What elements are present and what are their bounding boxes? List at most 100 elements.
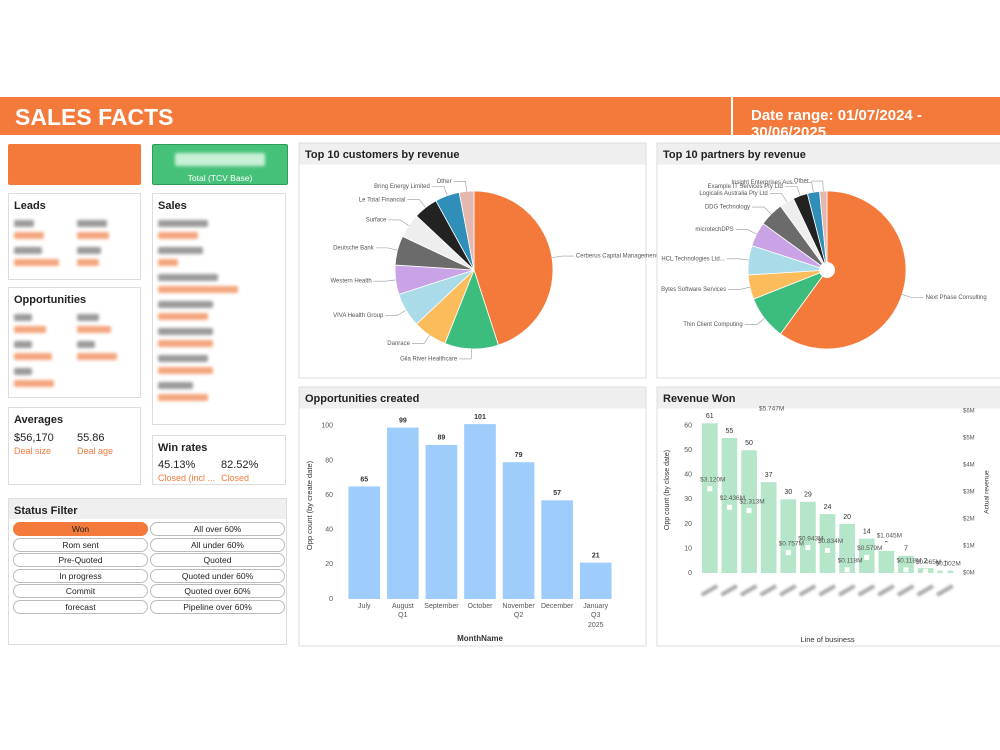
win-rate: 82.52% [221, 459, 259, 471]
x-group-label: 2025 [588, 622, 604, 629]
x-axis-label: Line of business [800, 635, 854, 644]
leader-line [769, 193, 788, 203]
slice-label: Other [794, 179, 809, 185]
page-title: SALES FACTS [15, 104, 174, 130]
data-label: 1 [943, 560, 947, 567]
slice-label: Le Total Financial [359, 197, 406, 203]
x-tick-label-blurred [837, 584, 856, 597]
data-label: 29 [804, 492, 812, 499]
x-tick-label-blurred [700, 584, 719, 597]
panel-title: Revenue Won [663, 393, 736, 405]
data-label: $0.579M [857, 545, 882, 552]
data-label: 2 [924, 558, 928, 565]
filter-option[interactable]: forecast [13, 600, 148, 614]
leader-line [752, 206, 772, 215]
sales-card: Sales [152, 193, 286, 425]
card-title: Opportunities [14, 294, 87, 306]
bar [502, 462, 535, 599]
bar [898, 555, 914, 573]
bar [819, 514, 836, 573]
data-label: $5.747M [759, 406, 784, 413]
data-label: $2.313M [739, 498, 764, 505]
bar [839, 523, 855, 573]
y2-axis-label: Actual revenue [984, 470, 991, 514]
bar [780, 499, 797, 573]
win-rate-label: Closed [221, 473, 250, 483]
filter-option[interactable]: All under 60% [150, 537, 285, 552]
y-tick-label: 30 [684, 496, 692, 503]
kpi-label: Total (TCV Base) [187, 173, 253, 183]
data-label: 65 [360, 476, 368, 483]
data-label: $1.045M [877, 533, 902, 540]
slice-label: Bytes Software Services [661, 287, 726, 293]
filter-option[interactable]: Quoted under 60% [150, 568, 285, 583]
y-tick-label: 100 [321, 423, 333, 430]
filter-option[interactable]: Pre-Quoted [13, 553, 148, 568]
leader-line [799, 182, 814, 193]
bar [760, 482, 777, 573]
slice-label: Western Health [330, 279, 371, 285]
slice-label: DDG Technology [705, 205, 750, 211]
pie-hole [819, 262, 835, 278]
win-rates-card: Win rates 45.13% 82.52% Closed (incl ...… [152, 435, 286, 485]
card-title: Leads [14, 200, 46, 212]
leader-line [459, 348, 472, 360]
slice-label: Next Phase Consulting [926, 295, 987, 301]
x-tick-label-blurred [936, 584, 954, 597]
x-tick-label: July [358, 603, 371, 610]
panel-header [299, 143, 646, 165]
filter-option[interactable]: Rom sent [13, 537, 148, 552]
filter-title: Status Filter [14, 505, 78, 517]
line-marker [746, 508, 752, 514]
data-label: 57 [553, 490, 561, 497]
pie-slice [458, 190, 475, 271]
x-tick-label-blurred [857, 584, 876, 597]
panel-header [299, 387, 646, 409]
filter-option[interactable]: In progress [13, 568, 148, 583]
filter-option[interactable]: Pipeline over 60% [150, 600, 285, 614]
x-axis-label: MonthName [457, 634, 503, 643]
deal-size-label: Deal size [14, 446, 52, 456]
data-label: $3.120M [700, 476, 725, 483]
leader-line [407, 199, 426, 208]
data-label: 61 [706, 413, 714, 420]
data-label: $0.065M [916, 559, 941, 566]
leader-line [726, 258, 749, 261]
filter-option[interactable]: Won [13, 522, 148, 536]
data-label: 99 [399, 417, 407, 424]
leader-line [784, 185, 801, 196]
data-label: 20 [843, 514, 851, 521]
line-marker [825, 547, 830, 553]
data-label: 21 [592, 552, 600, 559]
x-tick-label-blurred [916, 584, 935, 597]
y2-tick-label: $3M [963, 490, 975, 496]
panel-title: Opportunities created [305, 393, 419, 405]
x-tick-label-blurred [759, 584, 778, 597]
deal-age-label: Deal age [77, 446, 114, 456]
slice-label: Other [437, 179, 452, 185]
panel-header [657, 143, 1000, 165]
slice-label: Thin Client Computing [683, 322, 742, 328]
y-tick-label: 60 [684, 423, 692, 430]
win-rate: 45.13% [158, 459, 196, 471]
data-label: 24 [824, 504, 832, 511]
bar [541, 500, 573, 599]
filter-option[interactable]: Quoted over 60% [150, 584, 285, 599]
y-tick-label: 80 [325, 457, 333, 464]
y-tick-label: 20 [684, 521, 692, 528]
slice-label: Surface [366, 218, 387, 224]
filter-option[interactable]: Quoted [150, 553, 285, 568]
data-label: 37 [765, 472, 773, 479]
line-marker [707, 486, 713, 492]
slice-label: Example IT Services Pty Ltd [708, 184, 783, 190]
data-label: $0.118M [897, 558, 922, 565]
data-label: 101 [474, 414, 486, 421]
data-label: $0.118M [838, 558, 863, 565]
filter-option[interactable]: Commit [13, 584, 148, 599]
filter-option[interactable]: All over 60% [150, 522, 285, 536]
leader-line [728, 286, 750, 290]
bar [425, 444, 458, 599]
kpi-total: Total (TCV Base) [152, 144, 288, 185]
leader-line [431, 185, 448, 196]
